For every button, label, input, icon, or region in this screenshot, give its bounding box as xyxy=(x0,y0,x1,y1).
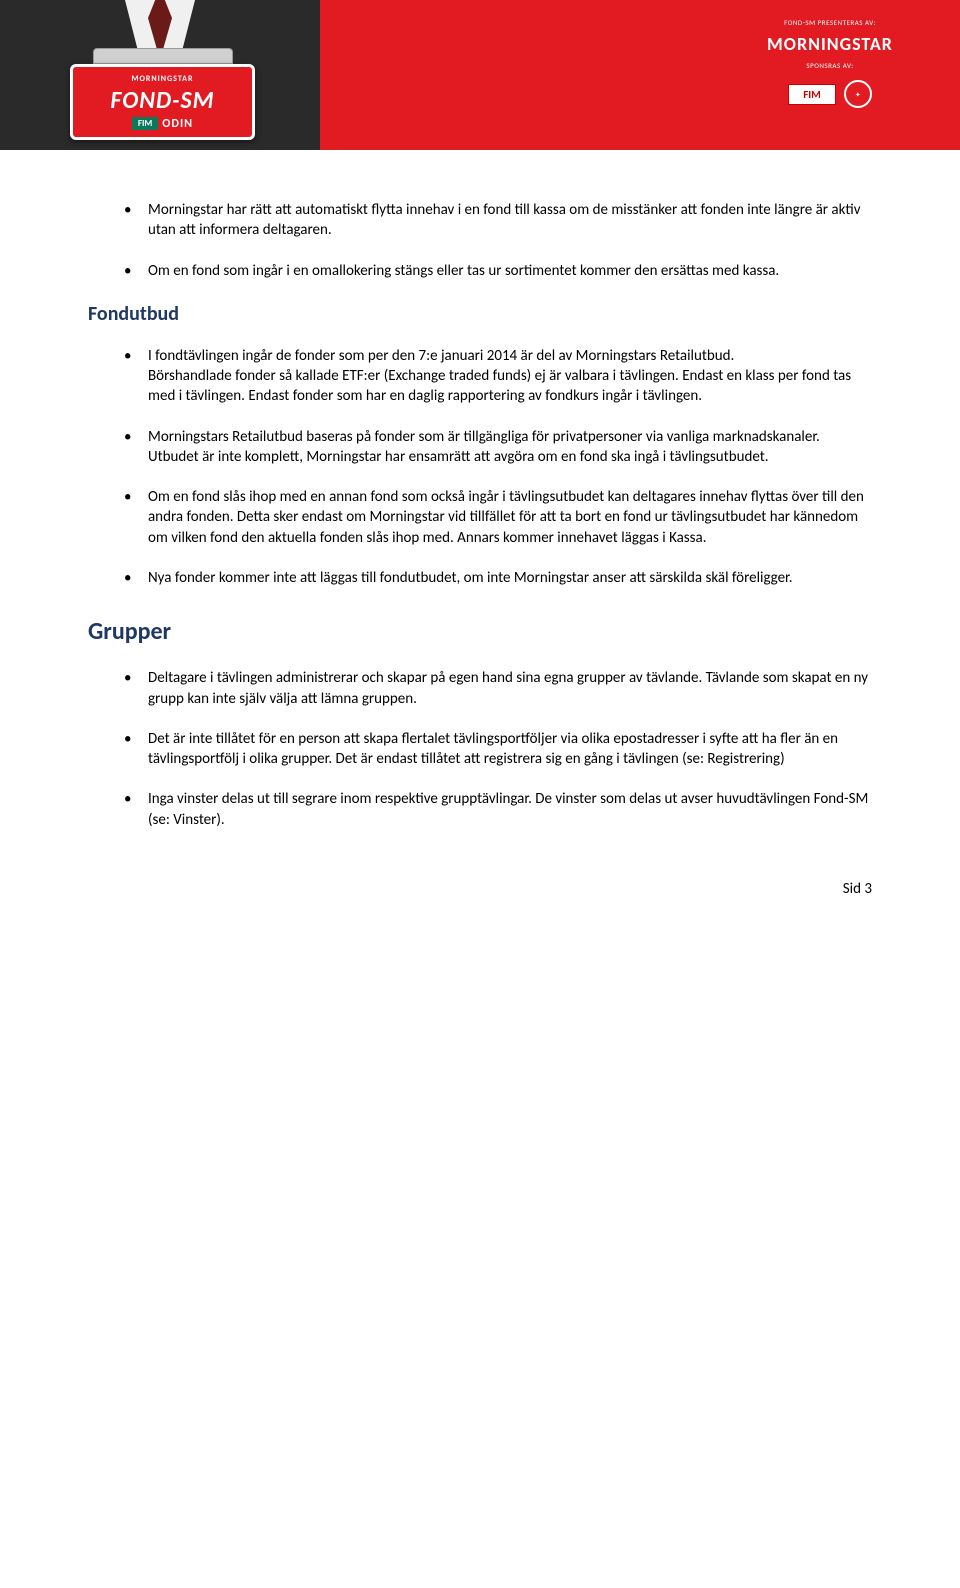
list-item: Morningstar har rätt att automatiskt fly… xyxy=(118,200,872,241)
odin-icon: ✦ xyxy=(844,80,872,108)
list-item: Inga vinster delas ut till segrare inom … xyxy=(118,789,872,830)
bullet-text: Om en fond slås ihop med en annan fond s… xyxy=(148,488,864,547)
fondutbud-bullets: I fondtävlingen ingår de fonder som per … xyxy=(118,346,872,588)
fim-logo: FIM xyxy=(132,117,158,130)
bullet-text: Morningstar har rätt att automatiskt fly… xyxy=(148,201,860,239)
bullet-text: Deltagare i tävlingen administrerar och … xyxy=(148,669,868,707)
list-item: Morningstars Retailutbud baseras på fond… xyxy=(118,427,872,468)
grupper-bullets: Deltagare i tävlingen administrerar och … xyxy=(118,668,872,830)
list-item: Nya fonder kommer inte att läggas till f… xyxy=(118,568,872,588)
bullet-text: Det är inte tillåtet för en person att s… xyxy=(148,730,838,768)
top-bullets: Morningstar har rätt att automatiskt fly… xyxy=(118,200,872,281)
badge: MORNINGSTAR FOND-SM FIM ODIN xyxy=(70,48,255,140)
list-item: Om en fond slås ihop med en annan fond s… xyxy=(118,487,872,548)
page-footer: Sid 3 xyxy=(0,880,960,898)
odin-logo: ODIN xyxy=(162,117,193,131)
bullet-text: I fondtävlingen ingår de fonder som per … xyxy=(148,347,851,406)
section-heading-fondutbud: Fondutbud xyxy=(88,301,872,328)
list-item: I fondtävlingen ingår de fonder som per … xyxy=(118,346,872,407)
badge-title: FOND-SM xyxy=(110,86,214,115)
section-heading-grupper: Grupper xyxy=(88,616,872,648)
fim-logo: FIM xyxy=(788,84,836,105)
page-content: Morningstar har rätt att automatiskt fly… xyxy=(0,150,960,880)
list-item: Deltagare i tävlingen administrerar och … xyxy=(118,668,872,709)
banner-left: MORNINGSTAR FOND-SM FIM ODIN xyxy=(0,0,320,150)
banner-right: FOND-SM PRESENTERAS AV: MORNINGSTAR SPON… xyxy=(730,18,930,108)
morningstar-logo: MORNINGSTAR xyxy=(767,33,893,55)
bullet-text: Inga vinster delas ut till segrare inom … xyxy=(148,790,868,828)
badge-main: MORNINGSTAR FOND-SM FIM ODIN xyxy=(70,64,255,140)
sponsor-label: SPONSRAS AV: xyxy=(806,61,853,70)
badge-clip xyxy=(93,48,233,64)
header-banner: MORNINGSTAR FOND-SM FIM ODIN FOND-SM PRE… xyxy=(0,0,960,150)
list-item: Det är inte tillåtet för en person att s… xyxy=(118,729,872,770)
presents-label: FOND-SM PRESENTERAS AV: xyxy=(784,18,876,27)
bullet-text: Morningstars Retailutbud baseras på fond… xyxy=(148,428,820,466)
bullet-text: Om en fond som ingår i en omallokering s… xyxy=(148,262,779,280)
badge-sponsors: FIM ODIN xyxy=(132,117,193,131)
list-item: Om en fond som ingår i en omallokering s… xyxy=(118,261,872,281)
sponsor-logos: FIM ✦ xyxy=(788,80,872,108)
bullet-text: Nya fonder kommer inte att läggas till f… xyxy=(148,569,793,587)
badge-brand: MORNINGSTAR xyxy=(131,74,193,84)
